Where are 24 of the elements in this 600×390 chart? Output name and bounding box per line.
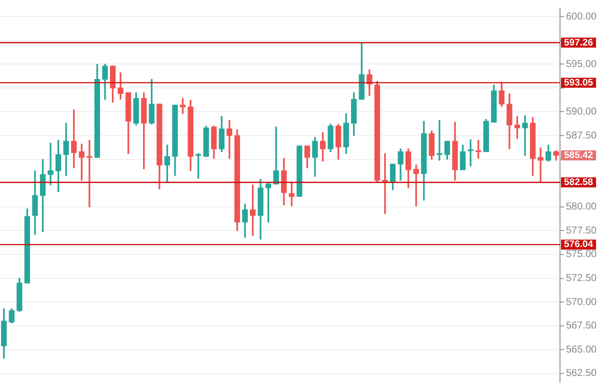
- y-tick-label: 562.50: [566, 368, 598, 380]
- candlestick: [86, 140, 92, 208]
- y-tick-label: 565.00: [566, 344, 598, 356]
- ref-line-label: 582.58: [564, 176, 594, 188]
- ref-line-label: 593.05: [564, 77, 594, 88]
- y-tick-label: 572.50: [566, 273, 598, 284]
- candlestick: [538, 148, 544, 182]
- y-tick-label: 580.00: [566, 202, 598, 213]
- candlestick: [522, 115, 528, 156]
- y-tick-label: 595.00: [566, 58, 598, 70]
- y-tick-label: 600.00: [566, 11, 598, 22]
- y-tick-label: 590.00: [566, 106, 598, 118]
- text: 585.42: [564, 150, 594, 161]
- candlestick: [436, 120, 442, 161]
- ref-line-label: 597.26: [564, 37, 594, 48]
- y-tick-label: 577.50: [566, 225, 598, 236]
- y-tick-label: 567.50: [566, 320, 598, 332]
- y-tick-label: 575.00: [566, 249, 598, 260]
- candlestick: [226, 120, 232, 159]
- candlestick: [48, 142, 54, 186]
- candlestick: [468, 139, 474, 166]
- y-tick-label: 587.50: [566, 130, 598, 142]
- ref-line-label: 576.04: [564, 239, 594, 250]
- y-tick-label: 570.00: [566, 296, 598, 308]
